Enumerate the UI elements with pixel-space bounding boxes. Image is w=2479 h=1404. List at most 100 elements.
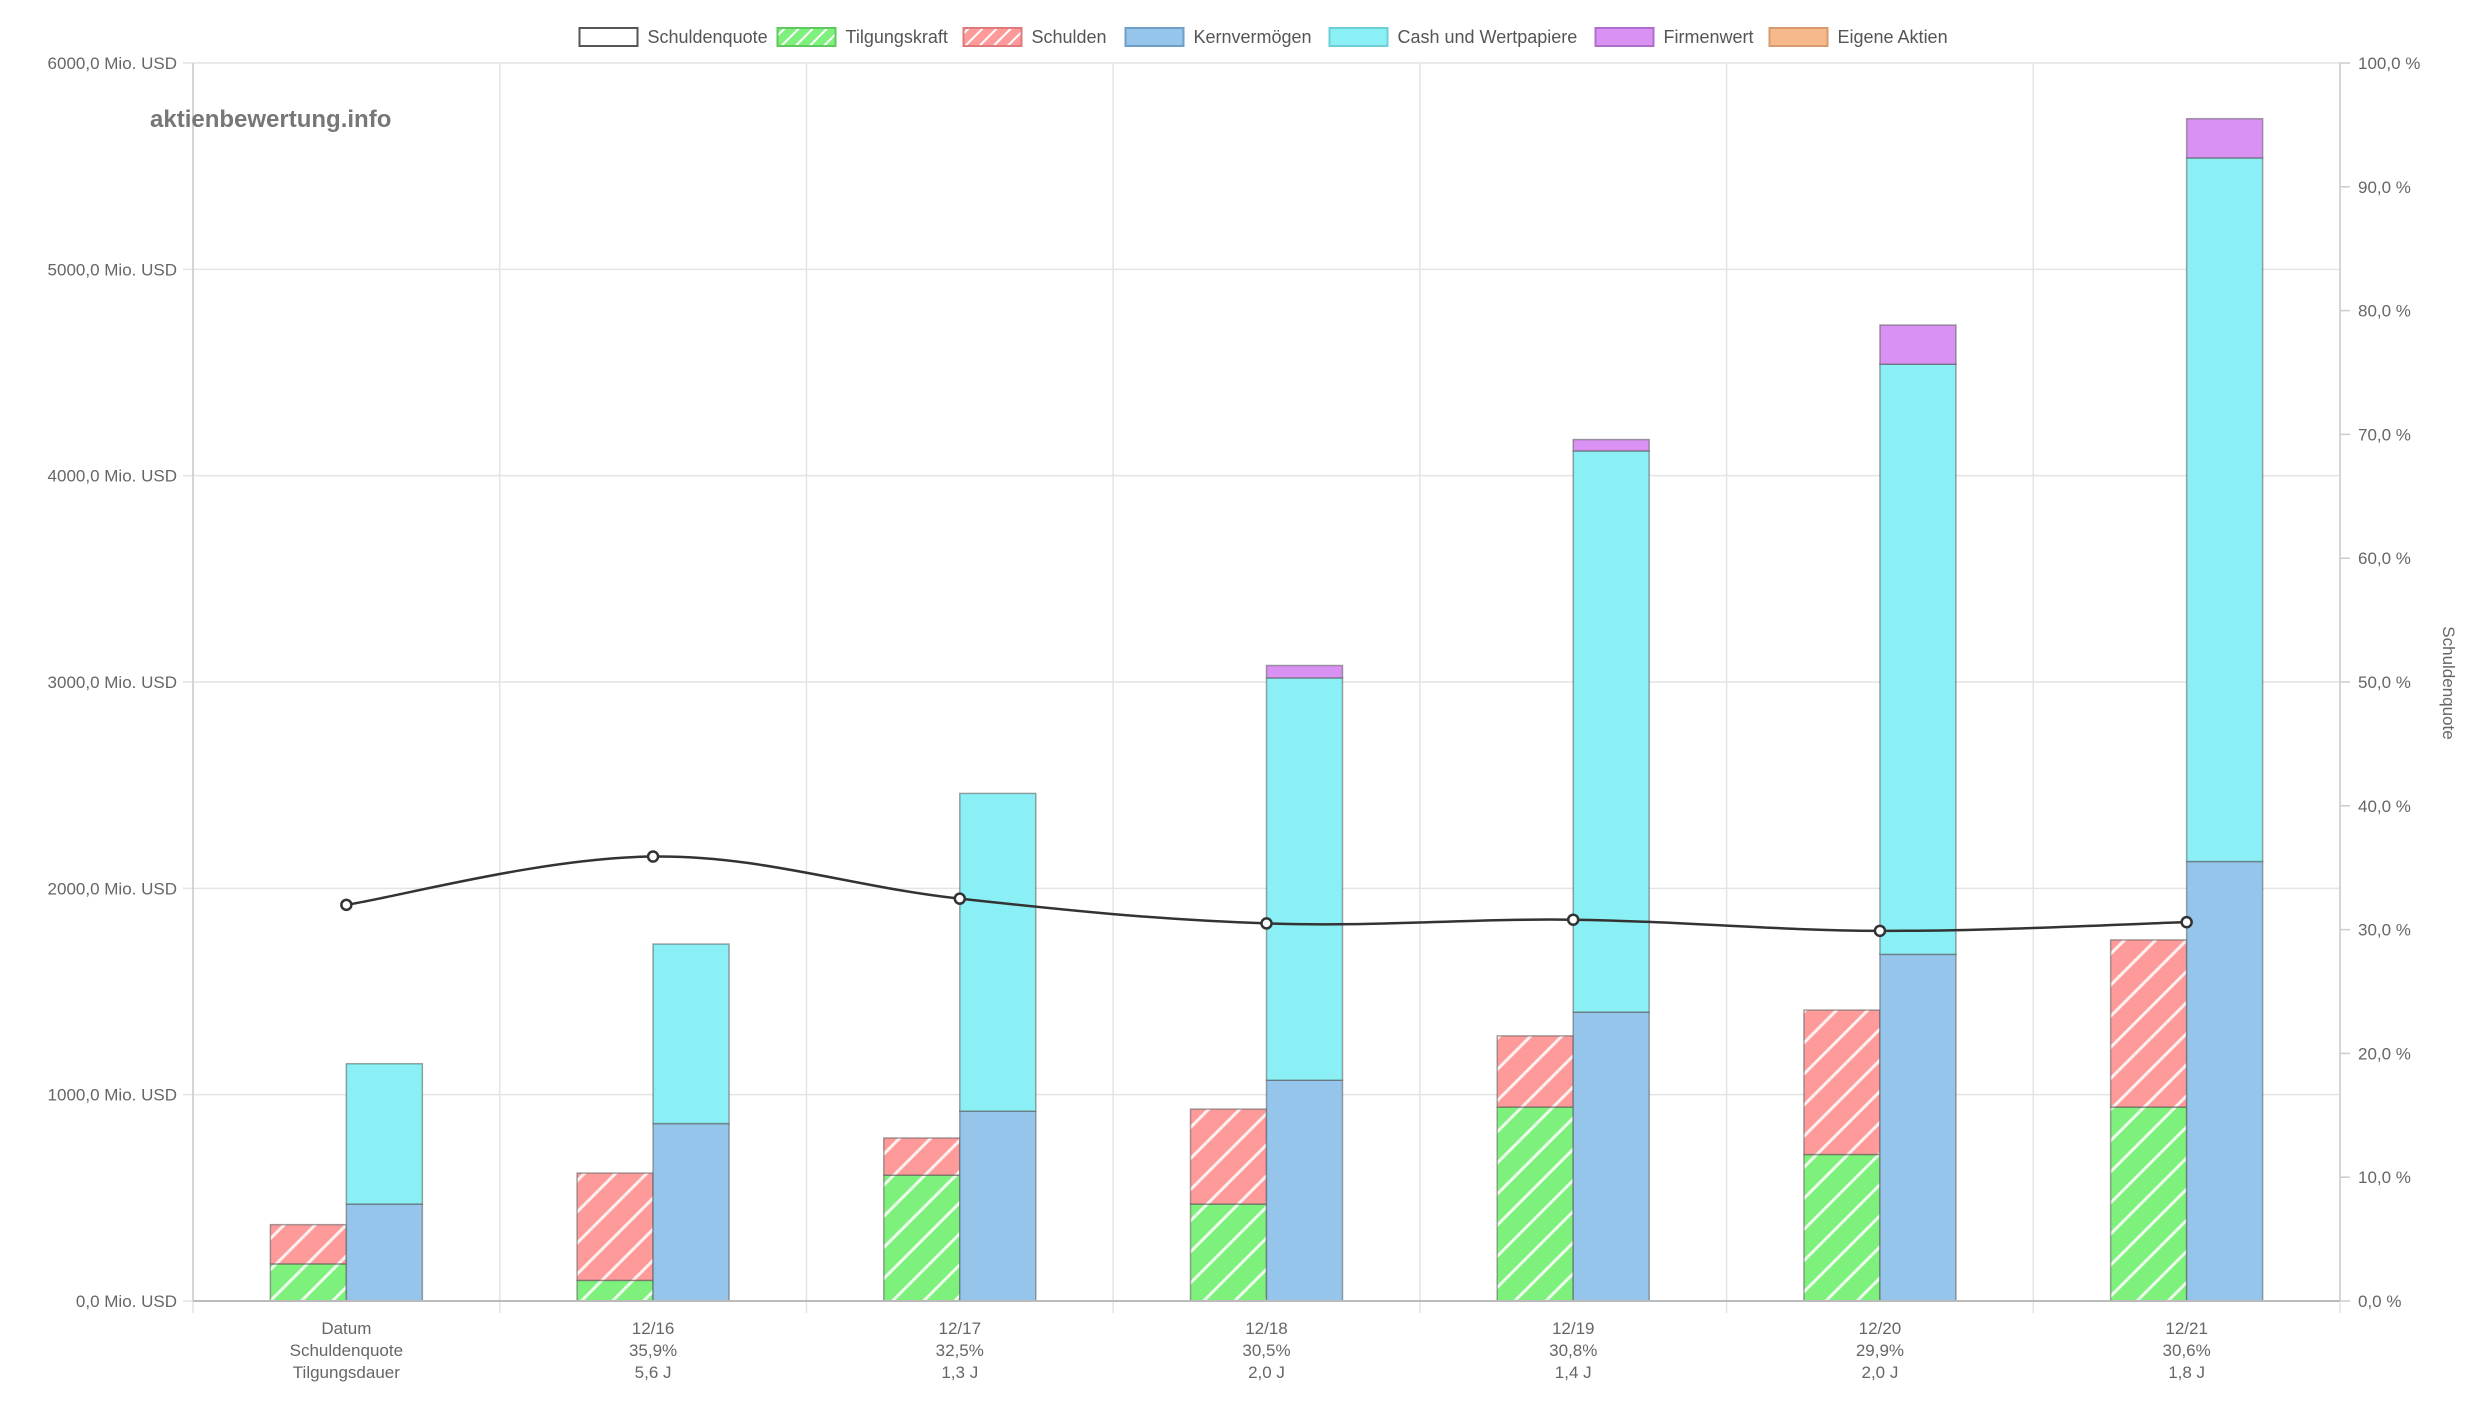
- y-right-tick-label: 100,0 %: [2358, 54, 2420, 73]
- schuldenquote-point: [646, 850, 660, 863]
- y-right-tick-label: 80,0 %: [2358, 302, 2411, 321]
- y-left-tick-label: 6000,0 Mio. USD: [48, 54, 177, 73]
- x-tick-label: Tilgungsdauer: [293, 1363, 400, 1382]
- legend-item-kernverm-gen[interactable]: Kernvermögen: [1124, 27, 1312, 47]
- schuldenquote-point: [953, 892, 967, 905]
- bar-tilgungskraft: [1803, 1153, 1881, 1302]
- axes: 0,0 Mio. USD 1000,0 Mio. USD 2000,0 Mio. U…: [48, 54, 2421, 1382]
- x-tick-label: 12/16: [632, 1319, 675, 1338]
- bar-cash-und-wertpapiere: [959, 792, 1037, 1112]
- x-tick-label: 12/20: [1859, 1319, 1902, 1338]
- x-tick-label: Datum: [321, 1319, 371, 1338]
- bar-firmenwert: [2185, 117, 2264, 159]
- right-axis-title: Schuldenquote: [2439, 626, 2458, 739]
- legend-label: Kernvermögen: [1194, 27, 1312, 47]
- x-tick-label: 30,8%: [1549, 1341, 1597, 1360]
- legend-swatch: [1124, 27, 1185, 47]
- bar-tilgungskraft: [1189, 1203, 1268, 1302]
- x-tick-label: 2,0 J: [1861, 1363, 1898, 1382]
- legend-swatch: [776, 27, 837, 47]
- schuldenquote-point: [1566, 913, 1580, 926]
- x-tick-label: 32,5%: [936, 1341, 984, 1360]
- bar-tilgungskraft: [883, 1174, 961, 1302]
- x-tick-label: 30,6%: [2163, 1341, 2211, 1360]
- legend-label: Schulden: [1032, 27, 1107, 47]
- bar-kernvermoegen: [345, 1203, 424, 1302]
- y-right-tick-label: 40,0 %: [2358, 797, 2411, 816]
- x-tick-label: 12/19: [1552, 1319, 1595, 1338]
- legend-label: Schuldenquote: [648, 27, 768, 47]
- bar-kernvermoegen: [1265, 1079, 1344, 1302]
- bar-firmenwert: [1265, 664, 1344, 679]
- bar-schulden: [576, 1172, 654, 1282]
- x-tick-label: 35,9%: [629, 1341, 677, 1360]
- legend-item-tilgungskraft[interactable]: Tilgungskraft: [776, 27, 948, 47]
- bar-kernvermoegen: [1879, 953, 1957, 1302]
- bar-schulden: [1496, 1035, 1574, 1108]
- bar-cash-und-wertpapiere: [1265, 677, 1344, 1081]
- legend-swatch: [962, 27, 1023, 47]
- x-tick-label: 30,5%: [1242, 1341, 1290, 1360]
- bar-schulden: [2109, 939, 2188, 1108]
- legend-item-eigene-aktien[interactable]: Eigene Aktien: [1768, 27, 1948, 47]
- bar-kernvermoegen: [652, 1122, 730, 1302]
- legend-label: Tilgungskraft: [846, 27, 948, 47]
- bar-schulden: [1189, 1108, 1268, 1205]
- bar-firmenwert: [1572, 438, 1650, 452]
- bar-schulden: [1803, 1009, 1881, 1156]
- bar-firmenwert: [1879, 324, 1957, 365]
- x-tick-label: 12/21: [2165, 1319, 2208, 1338]
- y-right-tick-label: 50,0 %: [2358, 673, 2411, 692]
- schuldenquote-point: [2180, 915, 2193, 929]
- bar-cash-und-wertpapiere: [345, 1062, 424, 1205]
- schuldenquote-point: [1873, 924, 1887, 938]
- x-tick-label: 1,3 J: [941, 1363, 978, 1382]
- x-tick-label: 1,4 J: [1555, 1363, 1592, 1382]
- x-tick-label: 2,0 J: [1248, 1363, 1285, 1382]
- bar-tilgungskraft: [576, 1279, 654, 1302]
- legend-item-schuldenquote[interactable]: Schuldenquote: [578, 27, 768, 47]
- schuldenquote-point: [340, 898, 353, 912]
- legend[interactable]: Schuldenquote Tilgungskraft Schulden Kernve…: [578, 27, 1948, 47]
- y-right-tick-label: 90,0 %: [2358, 178, 2411, 197]
- y-right-tick-label: 70,0 %: [2358, 425, 2411, 444]
- bar-kernvermoegen: [2185, 860, 2264, 1302]
- legend-item-cash-und-wertpapiere[interactable]: Cash und Wertpapiere: [1328, 27, 1578, 47]
- y-left-tick-label: 3000,0 Mio. USD: [48, 673, 177, 692]
- legend-label: Cash und Wertpapiere: [1398, 27, 1578, 47]
- legend-swatch: [1594, 27, 1655, 47]
- x-tick-label: 29,9%: [1856, 1341, 1904, 1360]
- x-tick-label: 5,6 J: [635, 1363, 672, 1382]
- schuldenquote-point: [1260, 917, 1273, 930]
- legend-label: Firmenwert: [1664, 27, 1754, 47]
- bar-cash-und-wertpapiere: [652, 943, 730, 1125]
- bar-cash-und-wertpapiere: [1572, 450, 1650, 1013]
- bars: [269, 117, 2264, 1302]
- y-right-tick-label: 10,0 %: [2358, 1168, 2411, 1187]
- bar-schulden: [269, 1223, 348, 1265]
- bar-tilgungskraft: [1496, 1106, 1574, 1302]
- x-tick-label: 12/18: [1245, 1319, 1288, 1338]
- schuldenquote-line: [340, 850, 2193, 938]
- bar-cash-und-wertpapiere: [2185, 157, 2264, 863]
- y-left-tick-label: 1000,0 Mio. USD: [48, 1086, 177, 1105]
- y-right-tick-label: 30,0 %: [2358, 921, 2411, 940]
- bar-kernvermoegen: [1572, 1011, 1650, 1302]
- x-tick-label: 12/17: [939, 1319, 982, 1338]
- legend-swatch: [1768, 27, 1829, 47]
- legend-item-schulden[interactable]: Schulden: [962, 27, 1107, 47]
- y-right-tick-label: 0,0 %: [2358, 1292, 2401, 1311]
- x-tick-label: Schuldenquote: [290, 1341, 403, 1360]
- y-left-tick-label: 5000,0 Mio. USD: [48, 260, 177, 279]
- watermark-text: aktienbewertung.info: [150, 106, 391, 133]
- legend-swatch: [578, 27, 639, 47]
- legend-item-firmenwert[interactable]: Firmenwert: [1594, 27, 1754, 47]
- x-tick-label: 1,8 J: [2168, 1363, 2205, 1382]
- bar-cash-und-wertpapiere: [1879, 363, 1957, 956]
- y-right-tick-label: 60,0 %: [2358, 549, 2411, 568]
- legend-swatch: [1328, 27, 1389, 47]
- bar-tilgungskraft: [2109, 1106, 2188, 1302]
- y-left-tick-label: 4000,0 Mio. USD: [48, 467, 177, 486]
- legend-label: Eigene Aktien: [1838, 27, 1948, 47]
